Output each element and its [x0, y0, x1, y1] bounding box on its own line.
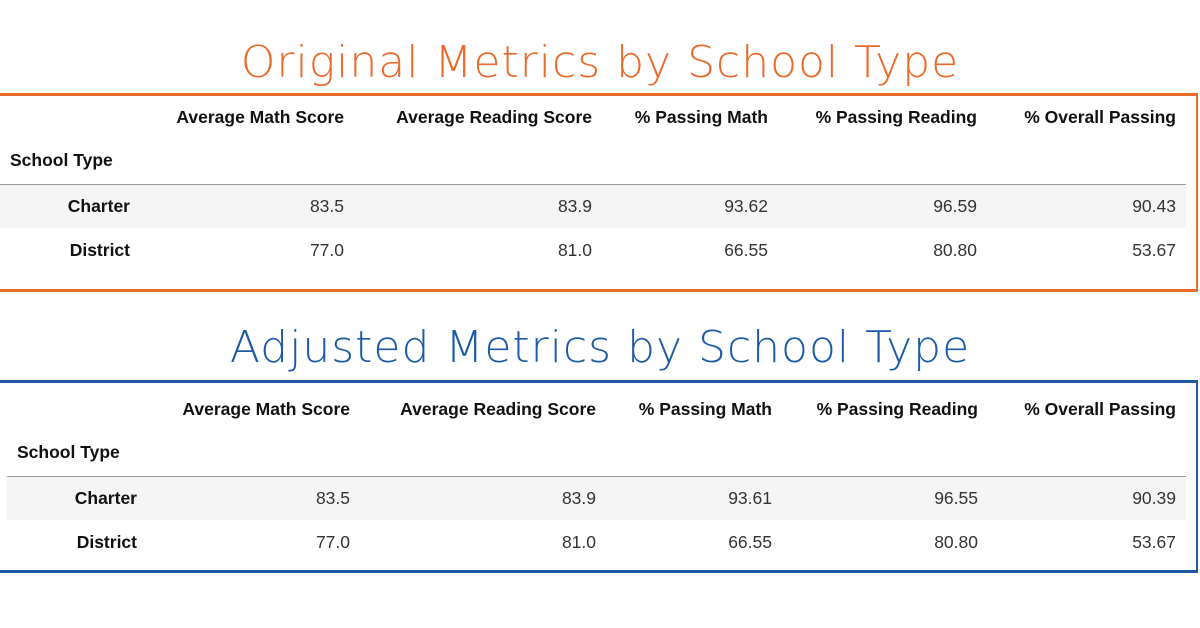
header-corner [7, 388, 147, 430]
row-label: District [76, 531, 137, 552]
cell-value: 83.5 [315, 487, 350, 508]
column-header-average-math-score: Average Math Score [182, 398, 350, 419]
original-table-frame [0, 93, 1198, 292]
table-header-row: Average Math Score Average Reading Score… [0, 96, 1186, 138]
cell-value: 90.39 [1132, 487, 1176, 508]
cell-value: 81.0 [557, 239, 592, 260]
table-row: Charter 83.5 83.9 93.61 96.55 90.39 [7, 476, 1186, 520]
column-header-average-math-score: Average Math Score [176, 106, 344, 127]
column-header-passing-reading: % Passing Reading [815, 106, 977, 127]
column-header-average-reading-score: Average Reading Score [396, 106, 592, 127]
column-header-passing-math: % Passing Math [638, 398, 772, 419]
original-metrics-table: Average Math Score Average Reading Score… [0, 96, 1186, 272]
row-label: Charter [74, 487, 137, 508]
index-name-row: School Type [0, 138, 1186, 185]
cell-value: 90.43 [1132, 195, 1176, 216]
row-label: Charter [67, 195, 130, 216]
index-name-row: School Type [7, 430, 1186, 477]
column-header-average-reading-score: Average Reading Score [400, 398, 596, 419]
cell-value: 77.0 [309, 239, 344, 260]
column-header-passing-math: % Passing Math [634, 106, 768, 127]
column-header-overall-passing: % Overall Passing [1024, 106, 1176, 127]
cell-value: 83.9 [561, 487, 596, 508]
index-name-label: School Type [7, 430, 147, 477]
cell-value: 81.0 [561, 531, 596, 552]
column-header-passing-reading: % Passing Reading [816, 398, 978, 419]
cell-value: 77.0 [315, 531, 350, 552]
adjusted-metrics-table: Average Math Score Average Reading Score… [7, 388, 1186, 564]
cell-value: 96.55 [934, 487, 978, 508]
table-header-row: Average Math Score Average Reading Score… [7, 388, 1186, 430]
cell-value: 53.67 [1132, 239, 1176, 260]
cell-value: 80.80 [933, 239, 977, 260]
cell-value: 53.67 [1132, 531, 1176, 552]
cell-value: 66.55 [728, 531, 772, 552]
table-row: District 77.0 81.0 66.55 80.80 53.67 [0, 228, 1186, 272]
cell-value: 93.61 [728, 487, 772, 508]
table-row: Charter 83.5 83.9 93.62 96.59 90.43 [0, 184, 1186, 228]
cell-value: 93.62 [724, 195, 768, 216]
column-header-overall-passing: % Overall Passing [1024, 398, 1176, 419]
header-corner [0, 96, 140, 138]
cell-value: 83.9 [557, 195, 592, 216]
cell-value: 80.80 [934, 531, 978, 552]
cell-value: 66.55 [724, 239, 768, 260]
cell-value: 83.5 [309, 195, 344, 216]
original-metrics-title: Original Metrics by School Type [240, 37, 960, 88]
adjusted-metrics-title: Adjusted Metrics by School Type [229, 322, 971, 373]
row-label: District [69, 239, 130, 260]
cell-value: 96.59 [933, 195, 977, 216]
table-row: District 77.0 81.0 66.55 80.80 53.67 [7, 520, 1186, 564]
adjusted-table-frame [0, 380, 1198, 573]
index-name-label: School Type [0, 138, 140, 185]
